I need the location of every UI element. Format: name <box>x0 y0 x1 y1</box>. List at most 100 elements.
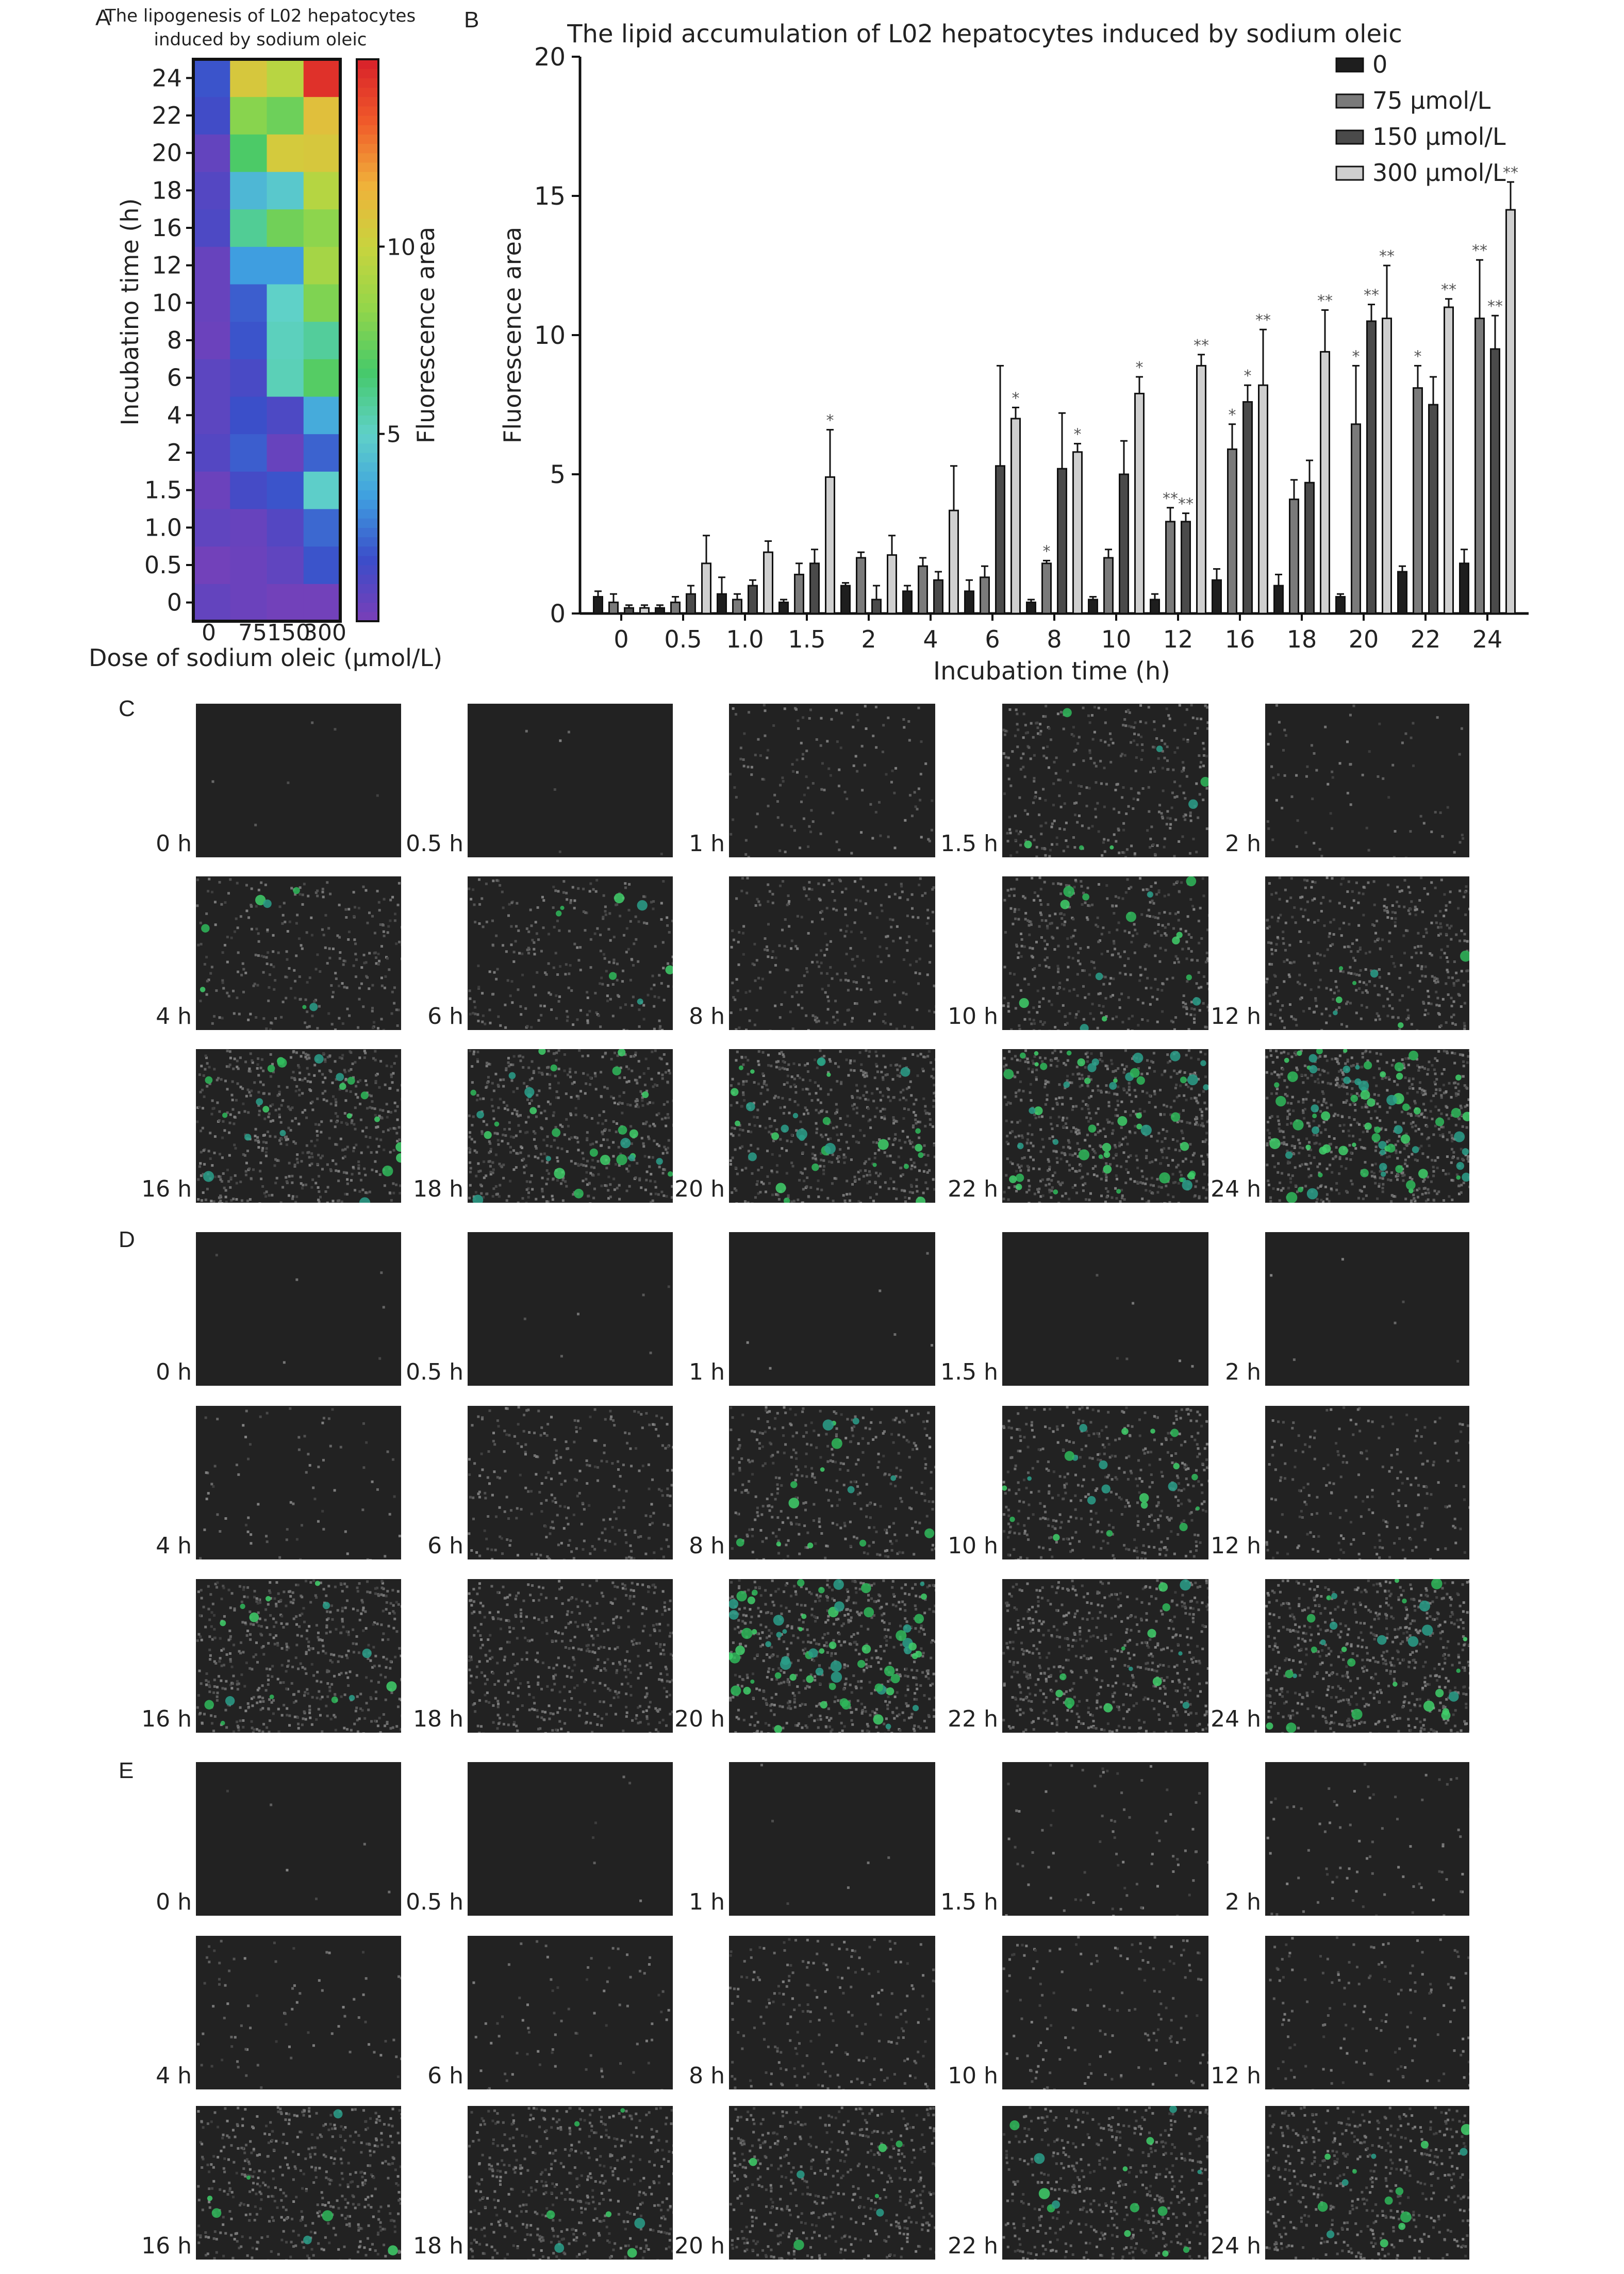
colorbar-segment <box>357 321 378 331</box>
time-label: 12 h <box>1211 1533 1261 1559</box>
heatmap-cell <box>230 396 267 435</box>
heatmap-cell <box>193 172 230 210</box>
bar <box>995 465 1005 615</box>
panel-label-a: A <box>95 5 111 30</box>
x-tick-label: 6 <box>985 625 1000 653</box>
micrograph-tile <box>196 1936 401 2089</box>
micrograph-tile <box>1002 2106 1208 2260</box>
heatmap-y-tick-label: 24 <box>152 64 182 92</box>
micrograph-tile <box>468 876 673 1030</box>
colorbar-segment <box>357 377 378 388</box>
colorbar-segment <box>357 555 378 566</box>
bar <box>809 562 820 615</box>
micrograph-tile <box>1002 1049 1208 1203</box>
heatmap-cell <box>303 96 341 135</box>
time-label: 18 h <box>413 2233 463 2259</box>
bar <box>825 476 835 615</box>
heatmap-cell <box>303 172 341 210</box>
panel-label-e: E <box>119 1758 134 1783</box>
micrograph-tile <box>468 704 673 857</box>
significance-mark: * <box>826 412 834 430</box>
colorbar-segment <box>357 59 378 69</box>
heatmap-title-line1: The lipogenesis of L02 hepatocytes <box>105 6 416 26</box>
significance-mark: ** <box>1194 337 1209 355</box>
micrograph-tile <box>729 1936 935 2089</box>
bar <box>1088 599 1098 615</box>
time-label: 4 h <box>156 1533 192 1559</box>
micrograph-tile <box>1002 1936 1208 2089</box>
heatmap-cell <box>230 434 267 472</box>
bar <box>794 573 804 615</box>
bar <box>1366 320 1377 615</box>
bar <box>701 562 711 615</box>
micrograph-tile <box>1002 1232 1208 1386</box>
bar <box>871 599 882 615</box>
micrograph-tile <box>1265 1762 1469 1916</box>
bar <box>1103 557 1114 615</box>
bar <box>639 607 650 615</box>
micrograph-tile <box>729 1579 935 1733</box>
time-label: 16 h <box>141 1176 192 1202</box>
colorbar-segment <box>357 359 378 369</box>
x-tick-label: 22 <box>1411 625 1441 653</box>
bar <box>1304 482 1315 615</box>
x-tick-label: 24 <box>1472 625 1503 653</box>
heatmap-cell <box>267 434 304 472</box>
micrograph-tile <box>729 1049 935 1203</box>
micrograph-tile <box>729 704 935 857</box>
colorbar-segment <box>357 143 378 154</box>
y-tick-label: 5 <box>550 460 566 489</box>
panel-label-c: C <box>119 696 135 721</box>
time-label: 6 h <box>427 2063 463 2089</box>
heatmap-cell <box>303 584 341 622</box>
colorbar-segment <box>357 340 378 350</box>
time-label: 1 h <box>689 831 725 857</box>
time-label: 2 h <box>1225 1359 1261 1385</box>
heatmap-cell <box>267 396 304 435</box>
micrograph-tile <box>1265 1579 1469 1733</box>
colorbar-segment <box>357 96 378 107</box>
colorbar-segment <box>357 200 378 210</box>
bar <box>1320 351 1330 615</box>
y-tick-label: 0 <box>550 600 566 628</box>
colorbar-segment <box>357 462 378 472</box>
heatmap-cell <box>303 284 341 322</box>
time-label: 20 h <box>674 1176 725 1202</box>
micrograph-tile <box>1265 876 1469 1030</box>
time-label: 10 h <box>948 2063 998 2089</box>
heatmap-y-tick-label: 22 <box>152 102 182 129</box>
micrograph-tile <box>729 2106 935 2260</box>
heatmap-cell <box>230 359 267 397</box>
colorbar-segment <box>357 209 378 219</box>
colorbar-segment <box>357 611 378 622</box>
colorbar-segment <box>357 546 378 556</box>
heatmap-cell <box>193 471 230 509</box>
bar-chart: The lipid accumulation of L02 hepatocyte… <box>499 20 1529 686</box>
colorbar-segment <box>357 490 378 500</box>
heatmap-y-tick-label: 20 <box>152 139 182 167</box>
micrograph-tile <box>196 1762 401 1916</box>
significance-mark: ** <box>1178 495 1194 513</box>
heatmap-cell <box>267 321 304 359</box>
colorbar-segment <box>357 228 378 238</box>
colorbar-label: Fluorescence area <box>412 227 440 443</box>
heatmap-cell <box>267 96 304 135</box>
legend-swatch <box>1335 129 1364 145</box>
significance-mark: ** <box>1487 297 1503 316</box>
micrograph-tile <box>1265 1406 1469 1559</box>
significance-mark: * <box>1043 542 1051 560</box>
bar <box>608 601 619 615</box>
x-tick-label: 12 <box>1163 625 1194 653</box>
time-label: 2 h <box>1225 831 1261 857</box>
colorbar-segment <box>357 125 378 135</box>
colorbar-segment <box>357 584 378 594</box>
significance-mark: ** <box>1472 242 1487 260</box>
colorbar-segment <box>357 480 378 491</box>
bar <box>1212 579 1222 615</box>
time-label: 1.5 h <box>940 1359 998 1385</box>
legend-entry: 0 <box>1372 51 1387 78</box>
colorbar-segment <box>357 509 378 519</box>
bar <box>1026 601 1036 615</box>
colorbar-segment <box>357 162 378 172</box>
time-label: 16 h <box>141 1706 192 1732</box>
